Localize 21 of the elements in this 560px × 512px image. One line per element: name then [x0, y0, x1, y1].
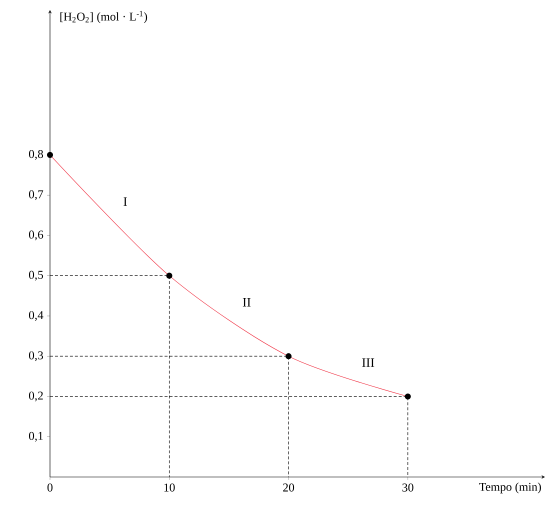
y-tick-label: 0,1 [29, 432, 43, 442]
y-tick-label: 0,6 [29, 230, 44, 240]
annotation: II [242, 298, 251, 306]
y-tick-label: 0,5 [29, 270, 44, 281]
x-tick-label: 0 [47, 484, 53, 492]
x-tick-label: 10 [164, 484, 175, 492]
x-axis-title: Tempo (min) [479, 482, 541, 494]
x-tick-label: 30 [402, 484, 414, 492]
point [166, 272, 172, 279]
y-tick-label: 0,3 [29, 351, 44, 362]
y-tick-label: 0,2 [29, 392, 43, 402]
y-tick-label: 0,7 [29, 190, 44, 200]
x-tick-label: 20 [283, 484, 294, 492]
annotation: III [362, 358, 374, 367]
point [286, 353, 292, 360]
annotation: I [124, 197, 127, 206]
point [404, 393, 411, 400]
point [46, 152, 54, 158]
y-tick-label: 0,4 [29, 311, 44, 321]
y-tick-label: 0,8 [29, 150, 44, 160]
y-axis-title: [H$_{2}$O$_{2}$] (mol · L$^{-1}$) [60, 10, 148, 24]
